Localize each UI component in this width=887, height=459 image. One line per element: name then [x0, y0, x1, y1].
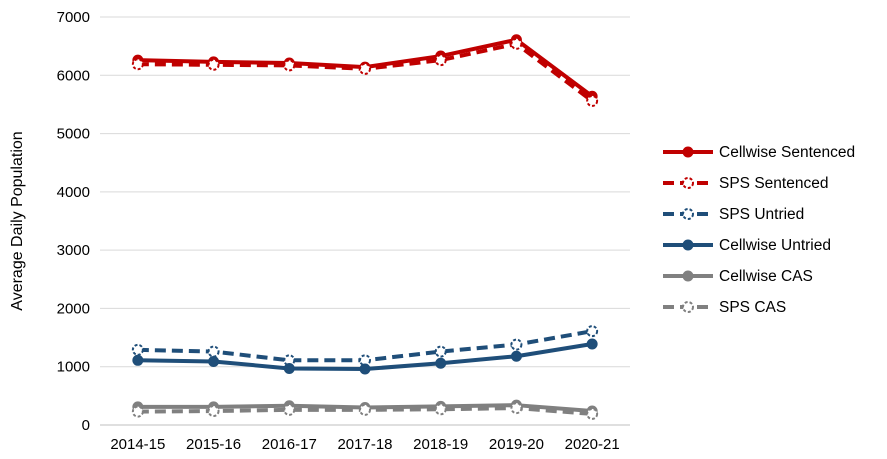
legend-label: SPS Untried: [719, 206, 804, 223]
y-tick-label: 0: [82, 417, 90, 434]
x-tick-label: 2014-15: [110, 436, 165, 453]
y-tick-label: 6000: [57, 67, 90, 84]
series-lines: [131, 34, 599, 420]
legend: Cellwise Sentenced SPS Sentenced SPS Untri…: [663, 144, 855, 316]
x-tick-label: 2017-18: [337, 436, 392, 453]
legend-label: Cellwise Sentenced: [719, 144, 855, 161]
y-axis-label: Average Daily Population: [9, 131, 26, 310]
legend-label: Cellwise Untried: [719, 237, 831, 254]
series-cellwise-untried: [132, 338, 598, 375]
series-sps-sentenced: [131, 37, 599, 107]
data-point: [207, 405, 220, 418]
legend-item: Cellwise CAS: [663, 268, 813, 285]
legend-marker: [682, 177, 694, 189]
data-point: [359, 62, 371, 75]
y-tick-label: 4000: [57, 184, 90, 201]
data-point: [586, 94, 599, 107]
data-point: [434, 54, 447, 67]
legend-item: Cellwise Untried: [663, 237, 831, 254]
legend-label: SPS Sentenced: [719, 175, 828, 192]
x-tick-label: 2016-17: [262, 436, 317, 453]
legend-marker: [682, 301, 694, 313]
x-tick-label: 2018-19: [413, 436, 468, 453]
series-sps-untried: [131, 325, 599, 367]
data-point: [510, 402, 523, 415]
data-point: [586, 325, 599, 338]
legend-item: SPS Sentenced: [663, 175, 828, 192]
legend-label: Cellwise CAS: [719, 268, 813, 285]
data-point: [435, 357, 447, 369]
data-point: [208, 355, 220, 367]
legend-marker: [682, 270, 694, 282]
data-point: [359, 403, 371, 416]
data-point: [586, 338, 598, 350]
data-point: [359, 363, 371, 375]
data-point: [510, 37, 523, 50]
data-point: [131, 343, 144, 356]
data-point: [510, 338, 523, 351]
data-point: [434, 403, 447, 416]
data-point: [510, 350, 522, 362]
data-point: [283, 362, 295, 374]
legend-item: SPS Untried: [663, 206, 804, 223]
data-point: [132, 354, 144, 366]
data-point: [207, 58, 220, 71]
data-point: [586, 407, 599, 420]
data-point: [131, 405, 144, 418]
x-tick-label: 2015-16: [186, 436, 241, 453]
x-axis-ticks: 2014-15 2015-16 2016-17 2017-18 2018-19 2019-…: [110, 436, 619, 453]
y-tick-label: 2000: [57, 300, 90, 317]
legend-item: Cellwise Sentenced: [663, 144, 855, 161]
legend-marker: [682, 146, 694, 158]
series-sps-cas: [131, 402, 599, 420]
y-axis-ticks: 0 1000 2000 3000 4000 5000 6000 7000: [57, 9, 90, 434]
y-tick-label: 7000: [57, 9, 90, 26]
data-point: [283, 403, 296, 416]
gridlines: [100, 16, 630, 426]
legend-item: SPS CAS: [663, 299, 786, 316]
x-tick-label: 2019-20: [489, 436, 544, 453]
y-tick-label: 1000: [57, 359, 90, 376]
y-tick-label: 3000: [57, 242, 90, 259]
legend-marker: [682, 208, 694, 220]
x-tick-label: 2020-21: [565, 436, 620, 453]
data-point: [207, 345, 220, 358]
data-point: [283, 59, 296, 72]
data-point: [434, 345, 447, 358]
y-tick-label: 5000: [57, 126, 90, 143]
data-point: [131, 58, 144, 71]
legend-marker: [682, 239, 694, 251]
legend-label: SPS CAS: [719, 299, 786, 316]
